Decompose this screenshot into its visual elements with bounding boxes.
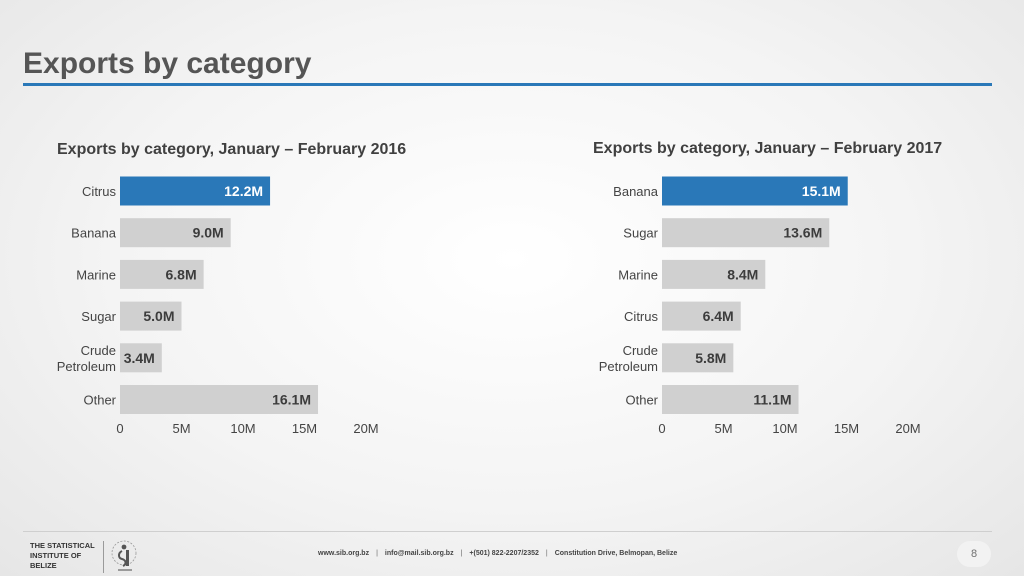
footer-divider [103, 541, 104, 573]
bar-marine [120, 259, 204, 289]
bar-marine [662, 259, 766, 289]
category-label: Crude Petroleum [599, 343, 658, 374]
bar-value-label: 12.2M [224, 183, 263, 199]
footer-phone: +(501) 822-2207/2352 [469, 550, 539, 557]
category-label: Sugar [623, 226, 658, 241]
category-label: Other [625, 393, 658, 408]
x-tick-label: 10M [230, 421, 255, 436]
category-label: Banana [613, 184, 659, 199]
x-tick-label: 5M [172, 421, 190, 436]
bar-banana [662, 176, 848, 206]
bar-crude-petroleum [662, 343, 734, 373]
bar-value-label: 3.4M [124, 350, 155, 366]
chart-title-2017: Exports by category, January – February … [593, 140, 943, 157]
category-label: Sugar [81, 309, 116, 324]
footer-org-line: BELIZE [30, 561, 57, 570]
bar-value-label: 16.1M [272, 392, 311, 408]
page-title: Exports by category [23, 47, 312, 80]
bar-sugar [662, 218, 830, 248]
footer-website-link[interactable]: www.sib.org.bz [318, 550, 370, 557]
bar-value-label: 6.4M [703, 308, 734, 324]
bar-sugar [120, 301, 182, 331]
x-tick-label: 20M [895, 421, 920, 436]
footer-rule [23, 531, 992, 532]
footer-org-line: THE STATISTICAL [30, 541, 95, 550]
bar-value-label: 8.4M [727, 266, 758, 282]
bar-value-label: 11.1M [753, 392, 791, 408]
title-rule [23, 83, 992, 86]
x-tick-label: 15M [292, 421, 317, 436]
category-label: Citrus [82, 184, 116, 199]
x-tick-label: 0 [658, 421, 665, 436]
bar-citrus [662, 301, 741, 331]
bar-value-label: 9.0M [193, 225, 224, 241]
x-tick-label: 20M [353, 421, 378, 436]
category-label: Crude Petroleum [57, 343, 116, 374]
bar-citrus [120, 176, 271, 206]
bar-value-label: 13.6M [783, 225, 822, 241]
footer-org-line: INSTITUTE OF [30, 551, 82, 560]
bar-banana [120, 218, 231, 248]
bar-crude-petroleum [120, 343, 162, 373]
category-label: Citrus [624, 309, 658, 324]
x-tick-label: 5M [714, 421, 732, 436]
footer-email-link[interactable]: info@mail.sib.org.bz [384, 550, 454, 557]
footer-address: Constitution Drive, Belmopan, Belize [554, 550, 678, 557]
bar-other [662, 385, 799, 414]
sib-logo-icon [111, 540, 137, 571]
bar-other [120, 385, 319, 414]
x-tick-label: 10M [772, 421, 797, 436]
page-number: 8 [957, 541, 991, 567]
x-tick-label: 15M [834, 421, 859, 436]
footer-org-name: THE STATISTICAL INSTITUTE OF BELIZE [30, 541, 110, 571]
footer-contact: www.sib.org.bz | info@mail.sib.org.bz | +(50… [318, 550, 678, 557]
bar-value-label: 15.1M [802, 183, 841, 199]
bar-value-label: 6.8M [166, 266, 197, 282]
x-tick-label: 0 [116, 421, 123, 436]
category-label: Banana [71, 226, 117, 241]
category-label: Marine [618, 267, 658, 282]
category-label: Other [83, 393, 116, 408]
category-label: Marine [76, 267, 116, 282]
chart-title-2016: Exports by category, January – February … [57, 141, 407, 158]
bar-value-label: 5.0M [143, 308, 174, 324]
bar-value-label: 5.8M [695, 350, 726, 366]
